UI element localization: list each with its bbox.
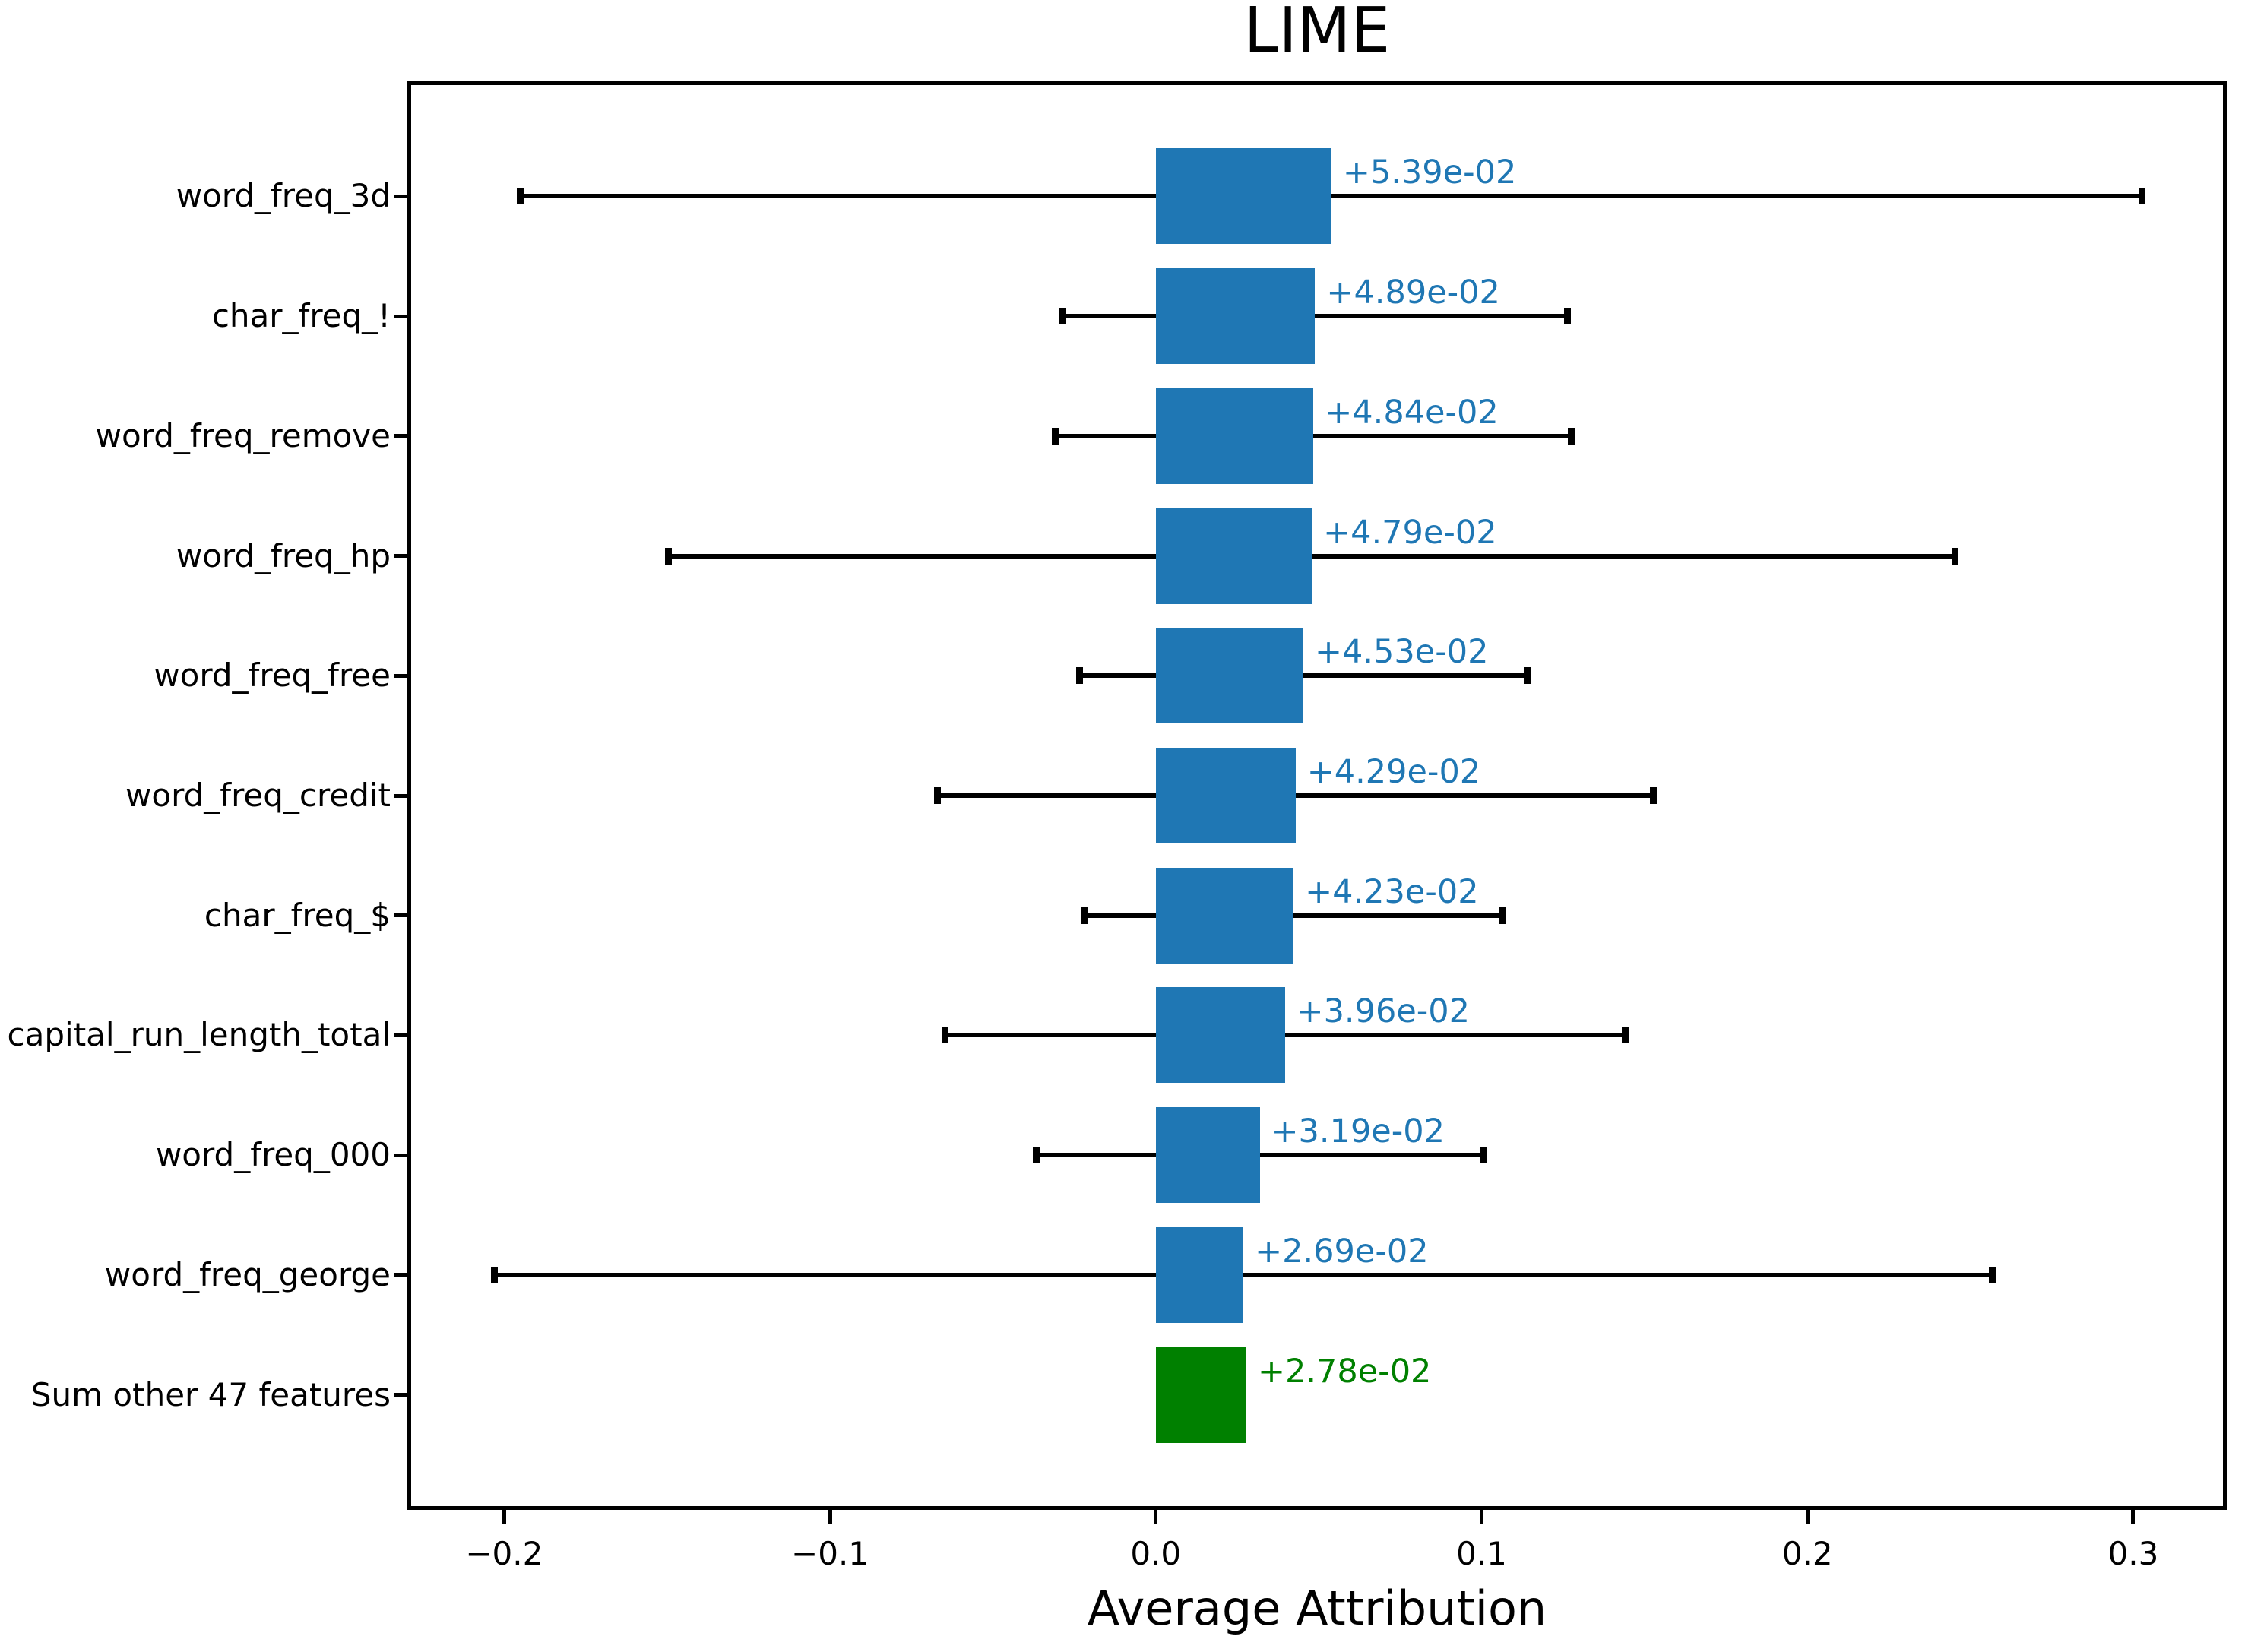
- x-tick-label: 0.3: [2107, 1535, 2159, 1572]
- x-tick-mark: [1805, 1510, 1810, 1524]
- error-bar-line: [668, 553, 1955, 559]
- y-tick-mark: [394, 1153, 408, 1157]
- error-bar-cap-left: [491, 1266, 499, 1283]
- attribution-bar: [1155, 1107, 1260, 1204]
- error-bar-cap-right: [1650, 787, 1658, 804]
- attribution-bar: [1155, 388, 1314, 484]
- error-bar-line: [520, 194, 2143, 199]
- attribution-bar: [1155, 508, 1312, 604]
- x-tick-mark: [1480, 1510, 1483, 1524]
- error-bar-cap-left: [1081, 907, 1089, 924]
- attribution-bar: [1155, 867, 1294, 964]
- error-bar-cap-left: [934, 787, 942, 804]
- error-bar-cap-right: [1563, 308, 1571, 325]
- x-tick-label: 0.2: [1781, 1535, 1833, 1572]
- error-bar-cap-left: [517, 188, 524, 205]
- y-axis-category-label: word_freq_3d: [176, 177, 391, 215]
- x-tick-label: 0.1: [1456, 1535, 1507, 1572]
- y-axis-category-label: capital_run_length_total: [7, 1016, 391, 1054]
- value-label: +4.89e-02: [1326, 274, 1500, 312]
- y-tick-mark: [394, 1033, 408, 1037]
- x-tick-label: −0.1: [791, 1535, 869, 1572]
- y-tick-mark: [394, 194, 408, 198]
- y-tick-mark: [394, 554, 408, 558]
- error-bar-cap-right: [2139, 188, 2146, 205]
- error-bar-cap-right: [1951, 547, 1958, 565]
- error-bar-cap-left: [941, 1027, 948, 1044]
- value-label: +3.19e-02: [1271, 1112, 1445, 1151]
- error-bar-line: [1062, 314, 1568, 319]
- y-axis-category-label: word_freq_hp: [176, 536, 391, 574]
- y-axis-category-label: word_freq_remove: [95, 416, 391, 454]
- x-tick-label: −0.2: [465, 1535, 543, 1572]
- error-bar-cap-right: [1498, 907, 1506, 924]
- y-tick-mark: [394, 673, 408, 678]
- error-bar-cap-left: [1052, 427, 1059, 445]
- value-label: +5.39e-02: [1342, 153, 1517, 192]
- y-axis-category-label: char_freq_$: [204, 896, 391, 934]
- attribution-bar: [1155, 268, 1316, 365]
- attribution-bar: [1155, 987, 1285, 1084]
- value-label: +3.96e-02: [1296, 992, 1471, 1031]
- plot-area: [407, 81, 2227, 1510]
- error-bar-cap-left: [665, 547, 673, 565]
- y-axis-category-label: word_freq_000: [155, 1136, 391, 1174]
- y-tick-mark: [394, 314, 408, 318]
- error-bar-cap-right: [1621, 1027, 1629, 1044]
- error-bar-cap-left: [1059, 308, 1067, 325]
- attribution-bar: [1155, 748, 1296, 843]
- error-bar-line: [1035, 1153, 1484, 1158]
- y-tick-mark: [394, 793, 408, 798]
- error-bar-line: [494, 1272, 1993, 1277]
- error-bar-cap-left: [1032, 1147, 1040, 1164]
- value-label: +4.79e-02: [1323, 513, 1497, 552]
- value-label: +4.23e-02: [1305, 872, 1479, 911]
- y-tick-mark: [394, 1393, 408, 1397]
- attribution-bar: [1155, 1347, 1246, 1443]
- value-label: +4.29e-02: [1306, 753, 1481, 791]
- y-axis-category-label: char_freq_!: [211, 297, 391, 335]
- chart-title: LIME: [1243, 0, 1391, 67]
- error-bar-cap-left: [1076, 667, 1084, 685]
- attribution-bar: [1155, 148, 1331, 245]
- error-bar-cap-right: [1568, 427, 1575, 445]
- x-tick-mark: [828, 1510, 832, 1524]
- y-axis-category-label: word_freq_credit: [125, 777, 391, 814]
- error-bar-line: [937, 793, 1654, 798]
- x-tick-mark: [2131, 1510, 2136, 1524]
- y-axis-category-label: word_freq_free: [154, 657, 391, 695]
- value-label: +4.53e-02: [1314, 633, 1489, 672]
- x-axis-title: Average Attribution: [1087, 1581, 1547, 1636]
- y-tick-mark: [394, 434, 408, 438]
- y-axis-category-label: word_freq_george: [104, 1255, 391, 1293]
- y-tick-mark: [394, 1273, 408, 1277]
- value-label: +2.78e-02: [1257, 1352, 1432, 1391]
- error-bar-line: [944, 1033, 1626, 1038]
- error-bar-line: [1085, 913, 1502, 918]
- y-tick-mark: [394, 913, 408, 918]
- value-label: +4.84e-02: [1325, 393, 1499, 432]
- error-bar-line: [1079, 673, 1528, 679]
- error-bar-cap-right: [1989, 1266, 1996, 1283]
- y-axis-category-label: Sum other 47 features: [30, 1375, 391, 1413]
- attribution-bar: [1155, 628, 1303, 724]
- error-bar-cap-right: [1523, 667, 1531, 685]
- attribution-bar: [1155, 1226, 1244, 1323]
- x-tick-label: 0.0: [1130, 1535, 1182, 1572]
- error-bar-line: [1055, 433, 1572, 438]
- value-label: +2.69e-02: [1255, 1232, 1429, 1271]
- x-tick-mark: [1154, 1510, 1158, 1524]
- error-bar-cap-right: [1480, 1147, 1487, 1164]
- x-tick-mark: [502, 1510, 506, 1524]
